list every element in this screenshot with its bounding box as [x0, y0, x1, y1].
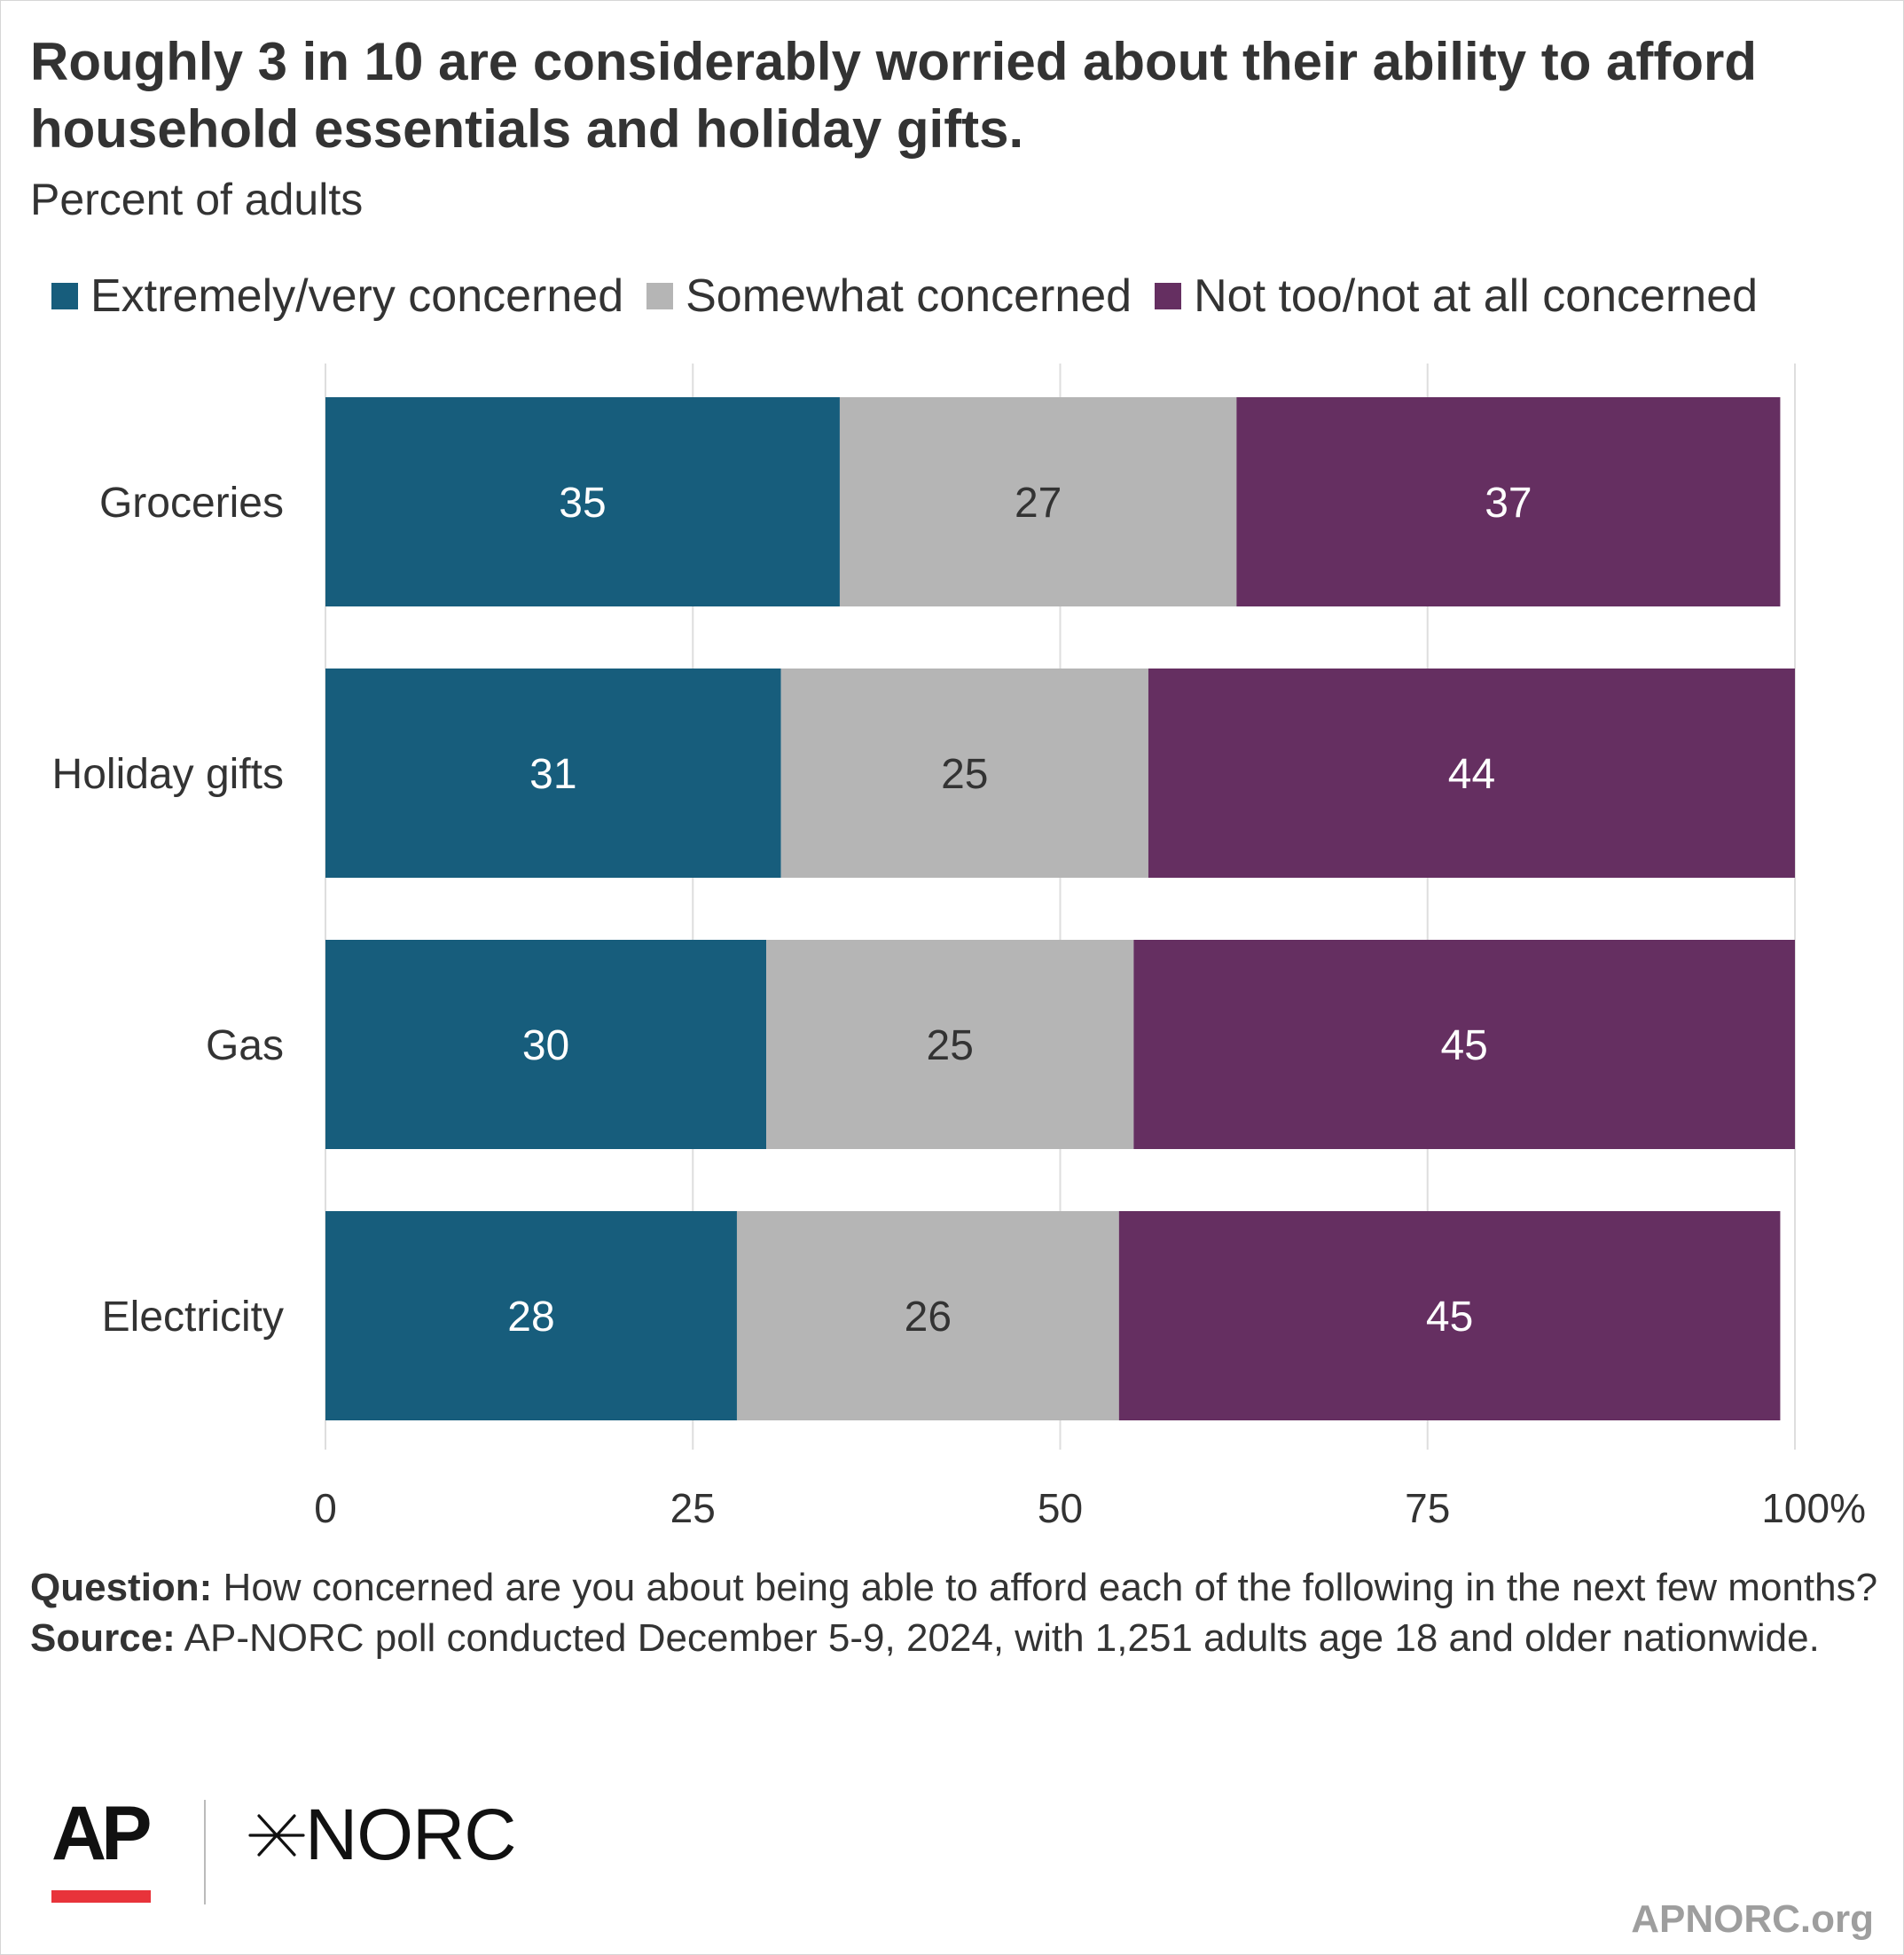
bar-segment-0-1 — [839, 397, 1237, 606]
chart-subtitle: Percent of adults — [30, 175, 364, 224]
x-tick-label-0: 0 — [314, 1485, 337, 1531]
data-label-0-1: 27 — [1015, 480, 1062, 527]
category-label-2: Gas — [206, 1022, 284, 1069]
chart-notes: Question: How concerned are you about be… — [30, 1562, 1884, 1663]
source-text: AP-NORC poll conducted December 5-9, 202… — [175, 1616, 1820, 1660]
data-label-2-0: 30 — [522, 1022, 569, 1069]
x-tick-label-4: 100% — [1761, 1485, 1866, 1531]
chart-title: Roughly 3 in 10 are considerably worried… — [30, 32, 1758, 159]
bar-segment-3-1 — [736, 1211, 1119, 1420]
data-label-3-2: 45 — [1426, 1294, 1473, 1341]
apnorc-site-link[interactable]: APNORC.org — [1631, 1897, 1874, 1941]
bar-segment-1-0 — [325, 669, 781, 878]
bar-segment-2-1 — [766, 940, 1134, 1149]
category-label-3: Electricity — [102, 1294, 284, 1341]
question-text: How concerned are you about being able t… — [212, 1566, 1878, 1609]
ap-logo: AP — [51, 1791, 154, 1903]
bar-chart: 35 27 37 Groceries 31 25 44 Holiday gifts 30 25 45… — [52, 364, 1866, 1531]
x-tick-label-2: 50 — [1038, 1485, 1083, 1531]
bar-segment-2-2 — [1133, 940, 1795, 1149]
data-label-1-2: 44 — [1448, 751, 1495, 798]
category-label-0: Groceries — [99, 480, 284, 527]
legend-swatch-not-too — [1155, 283, 1182, 309]
logo-divider — [204, 1800, 206, 1904]
bar-segment-2-0 — [325, 940, 767, 1149]
question-note: Question: How concerned are you about be… — [30, 1562, 1884, 1613]
data-label-2-2: 45 — [1440, 1022, 1487, 1069]
data-label-0-0: 35 — [559, 480, 606, 527]
ap-logo-bar — [51, 1890, 151, 1903]
bar-segment-3-0 — [325, 1211, 737, 1420]
norc-logo-text: NORC — [305, 1795, 516, 1875]
legend-item-somewhat: Somewhat concerned — [646, 270, 1132, 323]
data-label-1-1: 25 — [941, 751, 988, 798]
legend-label-somewhat: Somewhat concerned — [686, 270, 1132, 322]
source-label: Source: — [30, 1616, 176, 1660]
legend-swatch-extremely-very — [51, 283, 78, 309]
norc-star-icon — [248, 1814, 305, 1857]
data-label-1-0: 31 — [529, 751, 576, 798]
data-label-3-0: 28 — [507, 1294, 554, 1341]
source-note: Source: AP-NORC poll conducted December … — [30, 1613, 1884, 1663]
data-label-2-1: 25 — [927, 1022, 974, 1069]
data-label-0-2: 37 — [1485, 480, 1532, 527]
bar-segment-0-2 — [1236, 397, 1781, 606]
legend-item-not-too: Not too/not at all concerned — [1155, 270, 1758, 323]
ap-logo-text: AP — [51, 1791, 152, 1876]
norc-logo: NORC — [248, 1793, 516, 1878]
bar-segment-1-2 — [1148, 669, 1795, 878]
bar-segment-3-2 — [1118, 1211, 1781, 1420]
question-label: Question: — [30, 1566, 213, 1609]
legend-swatch-somewhat — [646, 283, 674, 309]
data-label-3-1: 26 — [905, 1294, 952, 1341]
legend-item-extremely-very: Extremely/very concerned — [51, 270, 623, 323]
bar-segment-0-0 — [325, 397, 840, 606]
legend-label-extremely-very: Extremely/very concerned — [90, 270, 624, 322]
category-label-1: Holiday gifts — [52, 751, 284, 798]
x-tick-label-1: 25 — [670, 1485, 716, 1531]
chart-legend: Extremely/very concerned Somewhat concer… — [51, 268, 1781, 325]
legend-label-not-too: Not too/not at all concerned — [1194, 270, 1759, 322]
x-tick-label-3: 75 — [1405, 1485, 1450, 1531]
bar-segment-1-1 — [780, 669, 1148, 878]
